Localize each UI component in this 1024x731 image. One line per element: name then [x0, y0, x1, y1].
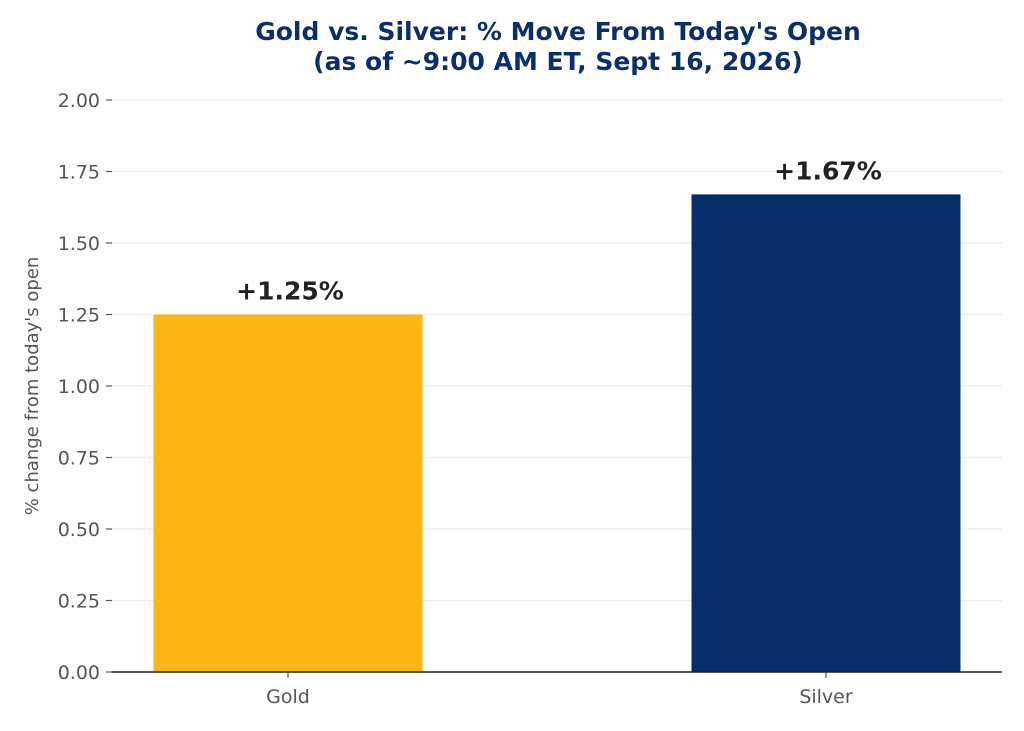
value-label-gold: +1.25% — [236, 277, 344, 306]
y-tick-label: 1.50 — [58, 233, 100, 255]
x-category-label-silver: Silver — [799, 686, 853, 708]
y-tick-label: 0.75 — [58, 448, 100, 470]
y-tick-label: 1.25 — [58, 305, 100, 327]
bar-gold — [153, 314, 423, 672]
y-tick-label: 2.00 — [58, 90, 100, 112]
value-labels: +1.25% +1.67% — [236, 156, 882, 305]
value-label-silver: +1.67% — [774, 156, 882, 185]
bars — [153, 194, 961, 672]
chart-title: Gold vs. Silver: % Move From Today's Ope… — [255, 17, 861, 46]
y-tick-label: 1.75 — [58, 162, 100, 184]
y-tick-label: 1.00 — [58, 376, 100, 398]
bar-silver — [691, 194, 961, 672]
x-category-label-gold: Gold — [266, 686, 310, 708]
y-axis-ticks: 0.00 0.25 0.50 0.75 1.00 1.25 1.50 1.75 2.00 — [58, 90, 112, 684]
y-tick-label: 0.00 — [58, 662, 100, 684]
y-tick-label: 0.25 — [58, 591, 100, 613]
y-tick-label: 0.50 — [58, 519, 100, 541]
x-axis-categories: Gold Silver — [266, 672, 853, 708]
y-axis-title: % change from today's open — [22, 257, 43, 516]
chart-subtitle: (as of ~9:00 AM ET, Sept 16, 2026) — [313, 47, 803, 76]
